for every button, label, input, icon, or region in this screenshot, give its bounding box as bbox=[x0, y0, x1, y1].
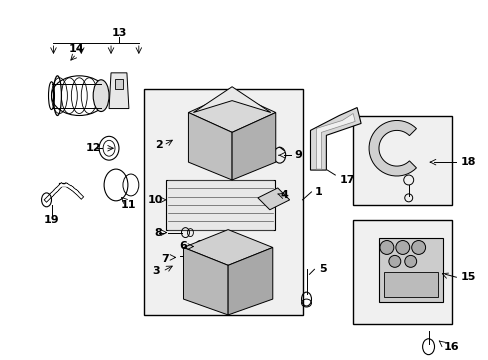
Ellipse shape bbox=[404, 255, 416, 267]
Ellipse shape bbox=[379, 240, 393, 255]
Text: 13: 13 bbox=[111, 28, 126, 38]
Text: 18: 18 bbox=[459, 157, 475, 167]
Text: 2: 2 bbox=[155, 140, 162, 150]
Bar bbox=[378, 238, 443, 302]
Text: 9: 9 bbox=[294, 150, 302, 160]
Ellipse shape bbox=[93, 80, 109, 112]
Text: 5: 5 bbox=[319, 264, 326, 274]
Ellipse shape bbox=[395, 240, 409, 255]
Polygon shape bbox=[368, 121, 416, 176]
Text: 12: 12 bbox=[85, 143, 101, 153]
Ellipse shape bbox=[411, 240, 425, 255]
Bar bbox=[165, 180, 274, 230]
Polygon shape bbox=[228, 247, 272, 315]
Polygon shape bbox=[109, 73, 129, 109]
Bar bbox=[115, 79, 122, 89]
Polygon shape bbox=[310, 108, 360, 170]
Bar bbox=[352, 116, 451, 205]
Polygon shape bbox=[188, 113, 232, 180]
Text: 16: 16 bbox=[443, 342, 458, 352]
Text: 11: 11 bbox=[121, 200, 136, 210]
Text: 15: 15 bbox=[459, 272, 475, 282]
Text: 10: 10 bbox=[148, 195, 163, 205]
Text: 4: 4 bbox=[280, 190, 288, 200]
Polygon shape bbox=[183, 247, 228, 315]
Polygon shape bbox=[257, 188, 289, 210]
Polygon shape bbox=[188, 93, 275, 132]
Text: 14: 14 bbox=[68, 44, 84, 54]
Bar bbox=[352, 220, 451, 324]
Polygon shape bbox=[232, 113, 275, 180]
Polygon shape bbox=[183, 230, 272, 265]
Text: 1: 1 bbox=[314, 187, 322, 197]
Bar bbox=[383, 272, 438, 297]
Polygon shape bbox=[316, 113, 354, 169]
Text: 6: 6 bbox=[179, 242, 187, 252]
Text: 19: 19 bbox=[43, 215, 59, 225]
Ellipse shape bbox=[388, 255, 400, 267]
Text: 3: 3 bbox=[152, 266, 159, 276]
Text: 17: 17 bbox=[339, 175, 354, 185]
Text: 7: 7 bbox=[161, 255, 168, 264]
Bar bbox=[143, 89, 302, 315]
Polygon shape bbox=[193, 87, 270, 113]
Text: 8: 8 bbox=[155, 228, 162, 238]
